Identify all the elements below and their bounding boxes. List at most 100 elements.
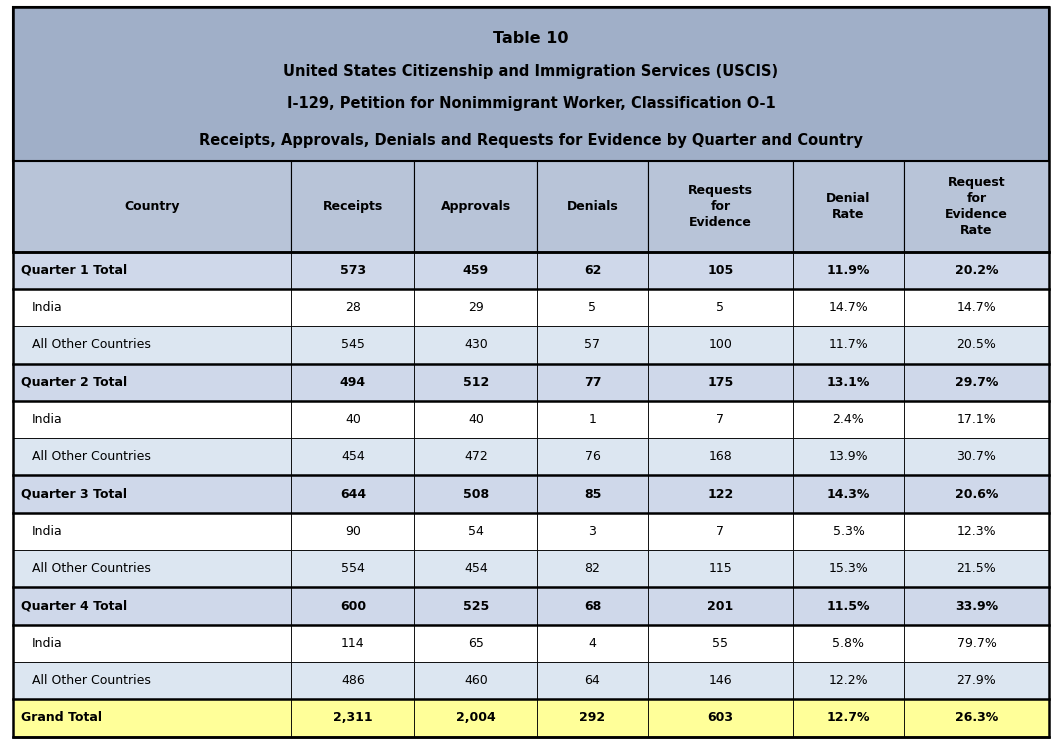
Text: 2,311: 2,311 — [333, 711, 373, 725]
Text: 115: 115 — [708, 562, 733, 575]
Bar — [793, 550, 904, 587]
Bar — [291, 364, 414, 401]
Bar — [13, 550, 291, 587]
Text: India: India — [32, 637, 63, 650]
Text: 2.4%: 2.4% — [833, 413, 864, 426]
Bar — [904, 625, 1049, 662]
Bar — [13, 161, 1049, 251]
Bar — [648, 587, 793, 625]
Bar — [13, 7, 1049, 161]
Bar — [13, 625, 1049, 662]
Text: 21.5%: 21.5% — [957, 562, 996, 575]
Bar — [793, 438, 904, 475]
Bar — [13, 438, 291, 475]
Bar — [904, 662, 1049, 699]
Text: 430: 430 — [464, 339, 487, 351]
Text: 27.9%: 27.9% — [957, 674, 996, 687]
Bar — [904, 251, 1049, 289]
Bar — [793, 699, 904, 737]
Bar — [793, 587, 904, 625]
Bar — [13, 161, 291, 251]
Bar — [793, 251, 904, 289]
Text: 292: 292 — [580, 711, 605, 725]
Text: 33.9%: 33.9% — [955, 600, 998, 612]
Text: 29: 29 — [468, 301, 483, 314]
Text: 28: 28 — [345, 301, 361, 314]
Bar — [537, 251, 648, 289]
Text: Request
for
Evidence
Rate: Request for Evidence Rate — [945, 176, 1008, 237]
Bar — [13, 662, 291, 699]
Text: 554: 554 — [341, 562, 365, 575]
Bar — [13, 438, 1049, 475]
Bar — [291, 550, 414, 587]
Bar — [648, 251, 793, 289]
Bar — [13, 587, 291, 625]
Text: 20.2%: 20.2% — [955, 264, 998, 277]
Text: 460: 460 — [464, 674, 487, 687]
Bar — [13, 327, 1049, 364]
Bar — [13, 289, 291, 327]
Text: 168: 168 — [708, 450, 733, 464]
Bar — [793, 327, 904, 364]
Text: 494: 494 — [340, 376, 366, 388]
Bar — [13, 513, 291, 550]
Text: 14.7%: 14.7% — [828, 301, 869, 314]
Text: 512: 512 — [463, 376, 489, 388]
Text: 20.6%: 20.6% — [955, 487, 998, 501]
Text: 77: 77 — [584, 376, 601, 388]
Bar — [414, 401, 537, 438]
Bar — [537, 513, 648, 550]
Bar — [13, 550, 1049, 587]
Bar — [414, 550, 537, 587]
Bar — [414, 513, 537, 550]
Text: 15.3%: 15.3% — [828, 562, 869, 575]
Bar — [13, 513, 1049, 550]
Text: 11.9%: 11.9% — [826, 264, 870, 277]
Bar — [13, 699, 291, 737]
Text: 11.5%: 11.5% — [826, 600, 870, 612]
Bar — [414, 625, 537, 662]
Text: 13.9%: 13.9% — [828, 450, 869, 464]
Bar — [414, 251, 537, 289]
Text: 54: 54 — [468, 525, 484, 538]
Text: 4: 4 — [588, 637, 597, 650]
Text: India: India — [32, 525, 63, 538]
Text: 40: 40 — [468, 413, 484, 426]
Text: Requests
for
Evidence: Requests for Evidence — [688, 184, 753, 228]
Text: 114: 114 — [341, 637, 364, 650]
Bar — [291, 438, 414, 475]
Bar — [537, 364, 648, 401]
Text: All Other Countries: All Other Countries — [32, 339, 151, 351]
Bar — [648, 662, 793, 699]
Bar — [414, 438, 537, 475]
Text: 85: 85 — [584, 487, 601, 501]
Text: 603: 603 — [707, 711, 734, 725]
Bar — [648, 475, 793, 513]
Text: Table 10: Table 10 — [493, 31, 569, 45]
Text: 175: 175 — [707, 376, 734, 388]
Bar — [648, 699, 793, 737]
Bar — [13, 251, 1049, 289]
Text: 26.3%: 26.3% — [955, 711, 998, 725]
Text: Approvals: Approvals — [441, 199, 511, 213]
Bar — [648, 513, 793, 550]
Bar — [904, 587, 1049, 625]
Bar — [13, 364, 1049, 401]
Text: 79.7%: 79.7% — [957, 637, 996, 650]
Text: 11.7%: 11.7% — [828, 339, 869, 351]
Bar — [537, 438, 648, 475]
Text: Grand Total: Grand Total — [21, 711, 102, 725]
Text: United States Citizenship and Immigration Services (USCIS): United States Citizenship and Immigratio… — [284, 64, 778, 80]
Text: 2,004: 2,004 — [456, 711, 496, 725]
Text: 65: 65 — [468, 637, 484, 650]
Text: 68: 68 — [584, 600, 601, 612]
Bar — [648, 438, 793, 475]
Text: I-129, Petition for Nonimmigrant Worker, Classification O-1: I-129, Petition for Nonimmigrant Worker,… — [287, 97, 775, 112]
Text: 14.7%: 14.7% — [957, 301, 996, 314]
Text: Quarter 1 Total: Quarter 1 Total — [21, 264, 127, 277]
Bar — [537, 699, 648, 737]
Text: 30.7%: 30.7% — [957, 450, 996, 464]
Text: India: India — [32, 413, 63, 426]
Text: 5.3%: 5.3% — [833, 525, 864, 538]
Bar — [13, 699, 1049, 737]
